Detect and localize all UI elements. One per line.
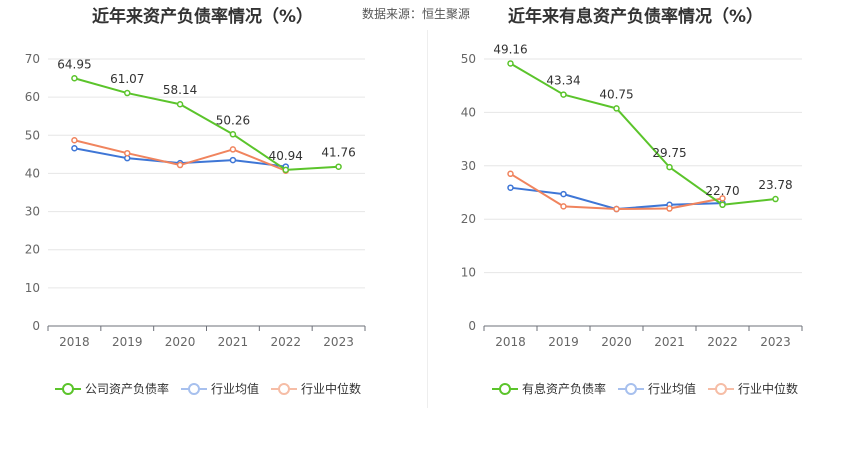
legend-label: 行业均值 — [211, 382, 260, 396]
legend-item-company-ratio[interactable]: 公司资产负债率 — [55, 380, 169, 397]
data-point — [719, 195, 726, 202]
data-point — [176, 161, 184, 169]
y-tick-label: 0 — [32, 319, 40, 333]
legend-label: 行业中位数 — [738, 382, 799, 396]
data-point — [507, 60, 514, 67]
data-label: 22.70 — [705, 184, 739, 198]
legend-item-interest-ratio[interactable]: 有息资产负债率 — [492, 380, 606, 397]
data-point — [176, 100, 184, 108]
legend-label: 行业均值 — [648, 382, 697, 396]
data-label: 64.95 — [57, 57, 91, 71]
legend-item-industry-median[interactable]: 行业中位数 — [271, 380, 361, 397]
x-tick-label: 2023 — [760, 335, 791, 349]
y-tick-label: 10 — [25, 281, 40, 295]
data-point — [560, 91, 567, 98]
chart-title-left: 近年来资产负债率情况（%） — [92, 7, 314, 27]
x-tick-label: 2020 — [601, 335, 632, 349]
legend-item-industry-mean[interactable]: 行业均值 — [181, 380, 259, 397]
legend-label: 公司资产负债率 — [85, 382, 170, 396]
data-label: 40.94 — [269, 149, 303, 163]
x-tick-label: 2021 — [654, 335, 685, 349]
data-point — [507, 170, 514, 178]
y-tick-label: 40 — [461, 105, 476, 119]
data-point — [124, 89, 131, 97]
data-label: 43.34 — [546, 74, 580, 88]
x-tick-label: 2020 — [165, 335, 196, 349]
data-point — [229, 156, 237, 164]
x-tick-label: 2018 — [59, 335, 90, 349]
data-point — [71, 75, 78, 82]
data-point — [560, 190, 567, 198]
data-point — [124, 149, 131, 157]
legend-swatch-green — [55, 382, 81, 396]
panel-divider — [427, 30, 428, 408]
x-tick-label: 2023 — [323, 335, 354, 349]
series-line — [74, 77, 339, 171]
data-label: 61.07 — [110, 72, 144, 86]
data-point — [71, 136, 78, 144]
legend-left: 公司资产负债率 行业均值 行业中位数 — [55, 380, 373, 397]
data-point — [560, 203, 567, 210]
x-tick-label: 2019 — [548, 335, 579, 349]
data-point — [613, 205, 620, 213]
legend-swatch-blue — [618, 382, 645, 396]
data-label: 41.76 — [321, 146, 355, 160]
data-source-text: 数据来源：恒生聚源 — [362, 7, 471, 21]
right-line-chart: 0 10 20 30 40 50 2018 2019 2020 2021 2022 2023 49.16… — [461, 42, 803, 349]
y-tick-label: 50 — [25, 128, 40, 142]
data-point — [719, 201, 726, 209]
x-tick-label: 2018 — [495, 335, 526, 349]
x-tick-label: 2022 — [270, 335, 301, 349]
data-point — [772, 195, 779, 203]
y-tick-label: 30 — [25, 205, 40, 219]
y-tick-label: 60 — [25, 90, 40, 104]
data-point — [282, 166, 289, 174]
data-label: 29.75 — [652, 146, 686, 160]
x-tick-label: 2019 — [112, 335, 143, 349]
left-line-chart: 0 10 20 30 40 50 60 70 2018 2019 2020 2021 2022 2023 6… — [25, 52, 366, 349]
legend-item-industry-median[interactable]: 行业中位数 — [708, 380, 798, 397]
data-point — [666, 205, 673, 212]
data-point — [335, 163, 342, 170]
chart-title-right: 近年来有息资产负债率情况（%） — [508, 7, 764, 27]
data-point — [507, 184, 514, 191]
y-tick-label: 30 — [461, 159, 476, 173]
legend-item-industry-mean[interactable]: 行业均值 — [618, 380, 696, 397]
data-label: 58.14 — [163, 83, 197, 97]
y-tick-label: 40 — [25, 166, 40, 180]
legend-swatch-orange — [271, 382, 298, 396]
legend-label: 行业中位数 — [301, 382, 362, 396]
y-tick-label: 20 — [25, 243, 40, 257]
data-label: 50.26 — [216, 113, 250, 127]
y-tick-label: 70 — [25, 52, 40, 66]
data-point — [666, 163, 673, 171]
data-point — [229, 131, 237, 138]
y-tick-label: 10 — [461, 266, 476, 280]
data-point — [229, 146, 237, 153]
y-tick-label: 20 — [461, 212, 476, 226]
x-tick-label: 2021 — [218, 335, 249, 349]
data-label: 40.75 — [599, 87, 633, 101]
legend-label: 有息资产负债率 — [522, 382, 607, 396]
data-point — [71, 145, 78, 152]
legend-swatch-blue — [181, 382, 208, 396]
series-line — [509, 62, 776, 206]
data-label: 49.16 — [493, 42, 527, 56]
legend-swatch-orange — [708, 382, 735, 396]
data-label: 23.78 — [758, 178, 792, 192]
y-tick-label: 50 — [461, 52, 476, 66]
data-point — [613, 105, 620, 112]
legend-swatch-green — [492, 382, 518, 396]
legend-right: 有息资产负债率 行业均值 行业中位数 — [492, 380, 810, 397]
y-tick-label: 0 — [468, 319, 476, 333]
x-tick-label: 2022 — [707, 335, 738, 349]
